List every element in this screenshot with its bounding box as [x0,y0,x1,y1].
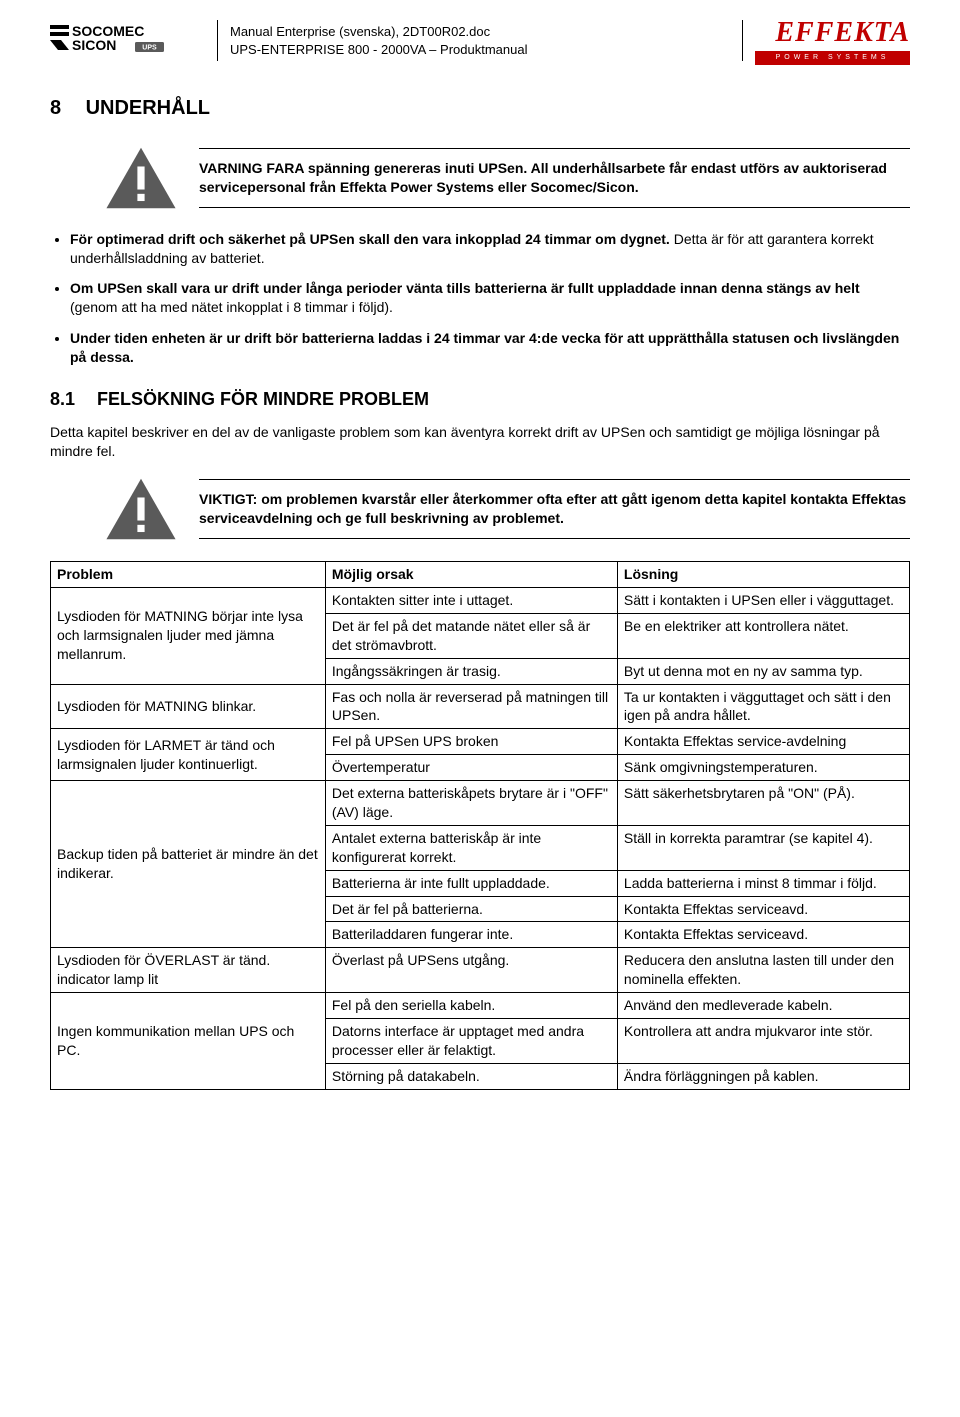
bullet-bold-text: För optimerad drift och säkerhet på UPSe… [70,231,670,247]
cell-cause: Kontakten sitter inte i uttaget. [325,587,617,613]
table-row: Lysdioden för LARMET är tänd och larmsig… [51,729,910,755]
cell-cause: Överlast på UPSens utgång. [325,948,617,993]
header-doc-info: Manual Enterprise (svenska), 2DT00R02.do… [217,20,743,61]
section-title-text: UNDERHÅLL [86,97,210,119]
cell-cause: Datorns interface är upptaget med andra … [325,1018,617,1063]
warning-box-2: VIKTIGT: om problemen kvarstår eller åte… [105,477,910,541]
svg-text:UPS: UPS [142,45,157,52]
table-row: Lysdioden för MATNING blinkar.Fas och no… [51,684,910,729]
bullet-bold-text: Under tiden enheten är ur drift bör batt… [70,330,899,365]
cell-fix: Reducera den anslutna lasten till under … [617,948,909,993]
doc-title-line1: Manual Enterprise (svenska), 2DT00R02.do… [230,23,730,41]
cell-fix: Kontakta Effektas service-avdelning [617,729,909,755]
cell-problem: Backup tiden på batteriet är mindre än d… [51,781,326,948]
bullet-bold-text: Om UPSen skall vara ur drift under långa… [70,280,860,296]
th-cause: Möjlig orsak [325,562,617,588]
cell-problem: Lysdioden för LARMET är tänd och larmsig… [51,729,326,781]
page-header: SOCOMEC SICON UPS Manual Enterprise (sve… [50,20,910,65]
logo-effekta: EFFEKTA POWER SYSTEMS [755,20,910,65]
th-problem: Problem [51,562,326,588]
troubleshoot-table: Problem Möjlig orsak Lösning Lysdioden f… [50,561,910,1090]
cell-problem: Lysdioden för MATNING börjar inte lysa o… [51,587,326,684]
cell-fix: Ladda batterierna i minst 8 timmar i föl… [617,870,909,896]
cell-fix: Sänk omgivningstemperaturen. [617,755,909,781]
subsection-title-text: FELSÖKNING FÖR MINDRE PROBLEM [97,389,429,409]
cell-fix: Be en elektriker att kontrollera nätet. [617,613,909,658]
cell-problem: Ingen kommunikation mellan UPS och PC. [51,993,326,1090]
cell-fix: Kontakta Effektas serviceavd. [617,896,909,922]
cell-cause: Fas och nolla är reverserad på matningen… [325,684,617,729]
cell-cause: Ingångssäkringen är trasig. [325,658,617,684]
cell-problem: Lysdioden för MATNING blinkar. [51,684,326,729]
table-row: Lysdioden för MATNING börjar inte lysa o… [51,587,910,613]
cell-cause: Det externa batteriskåpets brytare är i … [325,781,617,826]
table-row: Backup tiden på batteriet är mindre än d… [51,781,910,826]
doc-title-line2: UPS-ENTERPRISE 800 - 2000VA – Produktman… [230,41,730,59]
warning-triangle-icon [105,477,177,541]
list-item: Under tiden enheten är ur drift bör batt… [70,329,910,367]
table-row: Ingen kommunikation mellan UPS och PC.Fe… [51,993,910,1019]
logo-socomec: SOCOMEC SICON UPS [50,20,205,60]
subsection-heading: 8.1 FELSÖKNING FÖR MINDRE PROBLEM [50,387,910,411]
list-item: Om UPSen skall vara ur drift under långa… [70,279,910,317]
cell-cause: Störning på datakabeln. [325,1063,617,1089]
subsection-number: 8.1 [50,387,92,411]
cell-cause: Det är fel på batterierna. [325,896,617,922]
cell-cause: Det är fel på det matande nätet eller så… [325,613,617,658]
intro-paragraph: Detta kapitel beskriver en del av de van… [50,423,910,461]
maintenance-bullet-list: För optimerad drift och säkerhet på UPSe… [50,230,910,367]
cell-cause: Batterierna är inte fullt uppladdade. [325,870,617,896]
svg-text:SICON: SICON [72,37,116,53]
section-number: 8 [50,95,80,122]
cell-fix: Byt ut denna mot en ny av samma typ. [617,658,909,684]
cell-cause: Övertemperatur [325,755,617,781]
table-row: Lysdioden för ÖVERLAST är tänd. indicato… [51,948,910,993]
cell-fix: Kontakta Effektas serviceavd. [617,922,909,948]
warning-box-1: VARNING FARA spänning genereras inuti UP… [105,146,910,210]
warning-text-1: VARNING FARA spänning genereras inuti UP… [199,148,910,208]
logo-effekta-word: EFFEKTA [755,20,910,45]
cell-cause: Fel på UPSen UPS broken [325,729,617,755]
cell-cause: Fel på den seriella kabeln. [325,993,617,1019]
cell-cause: Antalet externa batteriskåp är inte konf… [325,825,617,870]
warning-triangle-icon [105,146,177,210]
cell-fix: Använd den medleverade kabeln. [617,993,909,1019]
warning-text-2: VIKTIGT: om problemen kvarstår eller åte… [199,479,910,539]
section-heading: 8 UNDERHÅLL [50,95,910,122]
table-header-row: Problem Möjlig orsak Lösning [51,562,910,588]
cell-fix: Ta ur kontakten i vägguttaget och sätt i… [617,684,909,729]
bullet-rest-text: (genom att ha med nätet inkopplat i 8 ti… [70,299,393,315]
list-item: För optimerad drift och säkerhet på UPSe… [70,230,910,268]
cell-fix: Sätt säkerhetsbrytaren på "ON" (PÅ). [617,781,909,826]
logo-effekta-sub: POWER SYSTEMS [755,51,910,64]
cell-fix: Kontrollera att andra mjukvaror inte stö… [617,1018,909,1063]
cell-fix: Ändra förläggningen på kablen. [617,1063,909,1089]
cell-fix: Ställ in korrekta paramtrar (se kapitel … [617,825,909,870]
cell-problem: Lysdioden för ÖVERLAST är tänd. indicato… [51,948,326,993]
cell-fix: Sätt i kontakten i UPSen eller i väggutt… [617,587,909,613]
th-fix: Lösning [617,562,909,588]
cell-cause: Batteriladdaren fungerar inte. [325,922,617,948]
